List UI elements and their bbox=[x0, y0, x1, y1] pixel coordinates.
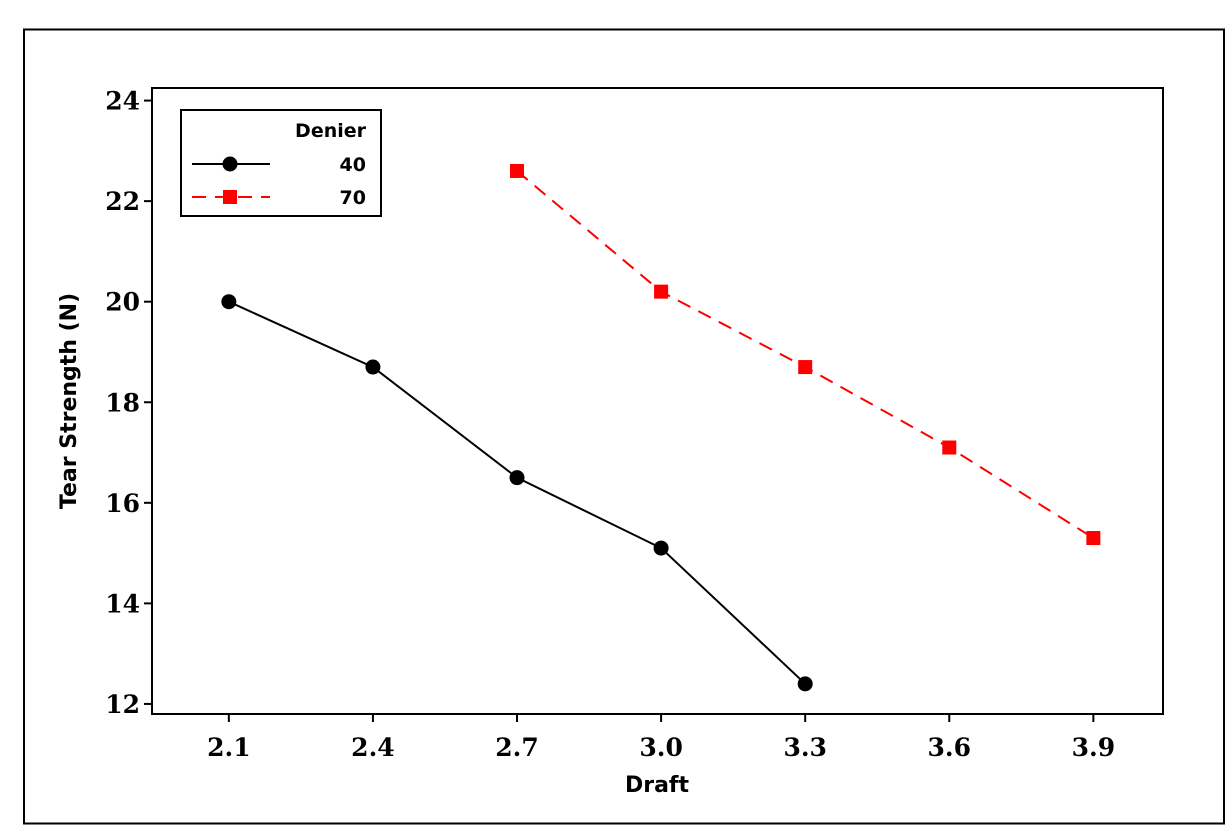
data-point bbox=[654, 284, 669, 299]
legend-entry-70: 70 bbox=[192, 187, 366, 209]
x-axis: 2.1 2.4 2.7 3.0 3.3 3.6 3.9 bbox=[207, 714, 1115, 762]
plot-area bbox=[151, 87, 1164, 715]
y-tick-label: 22 bbox=[105, 187, 140, 216]
data-point bbox=[221, 294, 237, 310]
data-point bbox=[510, 163, 525, 178]
data-point bbox=[509, 470, 525, 486]
series-40 bbox=[221, 294, 813, 692]
legend-title: Denier bbox=[295, 120, 367, 142]
y-tick-label: 12 bbox=[105, 690, 140, 719]
y-axis-title: Tear Strength (N) bbox=[57, 293, 82, 509]
y-tick-label: 18 bbox=[105, 388, 140, 417]
legend-label: 70 bbox=[340, 187, 366, 209]
legend-label: 40 bbox=[340, 154, 366, 176]
x-axis-title: Draft bbox=[625, 773, 690, 798]
data-point bbox=[797, 676, 813, 692]
y-axis: 12 14 16 18 20 22 24 bbox=[105, 87, 152, 719]
legend-box bbox=[180, 109, 382, 217]
x-tick-label: 3.0 bbox=[639, 733, 683, 762]
x-tick-label: 3.9 bbox=[1072, 733, 1116, 762]
legend-marker bbox=[223, 190, 237, 204]
y-tick-label: 16 bbox=[105, 489, 140, 518]
data-point bbox=[942, 440, 957, 455]
legend: Denier 40 70 bbox=[180, 109, 382, 217]
legend-entry-40: 40 bbox=[192, 154, 366, 176]
series-70 bbox=[510, 163, 1101, 546]
x-tick-label: 2.7 bbox=[495, 733, 539, 762]
x-tick-label: 3.6 bbox=[928, 733, 972, 762]
x-tick-label: 3.3 bbox=[783, 733, 827, 762]
data-point bbox=[798, 360, 813, 375]
y-tick-label: 14 bbox=[105, 589, 140, 618]
legend-marker bbox=[222, 156, 238, 172]
x-tick-label: 2.4 bbox=[351, 733, 395, 762]
legend-entries: 40 70 bbox=[192, 154, 366, 209]
x-tick-label: 2.1 bbox=[207, 733, 251, 762]
data-point bbox=[1086, 531, 1101, 546]
data-point bbox=[653, 540, 669, 556]
series-layer bbox=[221, 163, 1101, 692]
data-point bbox=[365, 359, 381, 375]
y-tick-label: 20 bbox=[105, 288, 140, 317]
y-tick-label: 24 bbox=[105, 87, 140, 116]
